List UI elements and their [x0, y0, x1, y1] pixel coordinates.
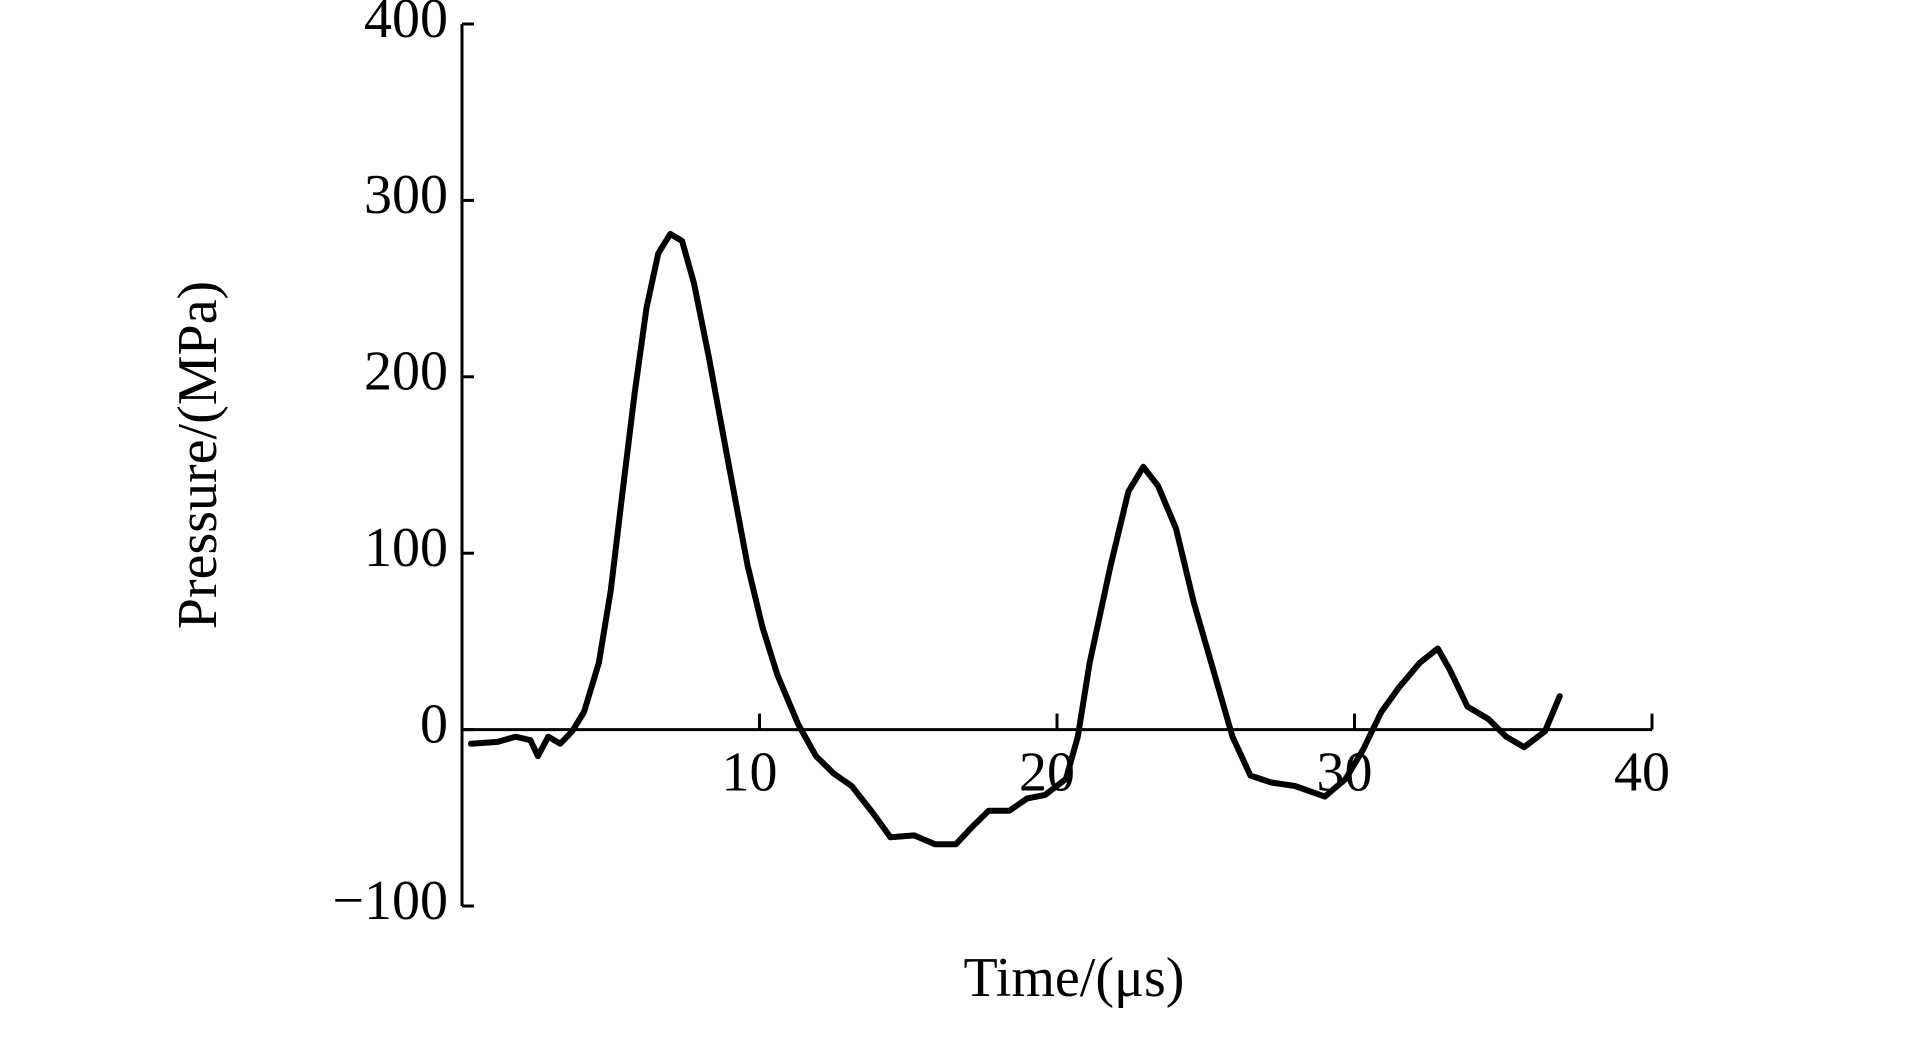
- y-tick-label: 400: [364, 0, 448, 50]
- y-tick-label: 100: [364, 517, 448, 579]
- x-tick-label: 40: [1614, 741, 1670, 803]
- y-axis-label: Pressure/(MPa): [167, 281, 229, 629]
- y-tick-label: 300: [364, 164, 448, 226]
- x-axis-label: Time/(μs): [964, 947, 1185, 1009]
- y-tick-label: −100: [332, 870, 448, 932]
- y-tick-label: 0: [420, 693, 448, 755]
- data-line: [467, 230, 1563, 848]
- y-tick-label: 200: [364, 341, 448, 403]
- x-tick-label: 10: [722, 741, 778, 803]
